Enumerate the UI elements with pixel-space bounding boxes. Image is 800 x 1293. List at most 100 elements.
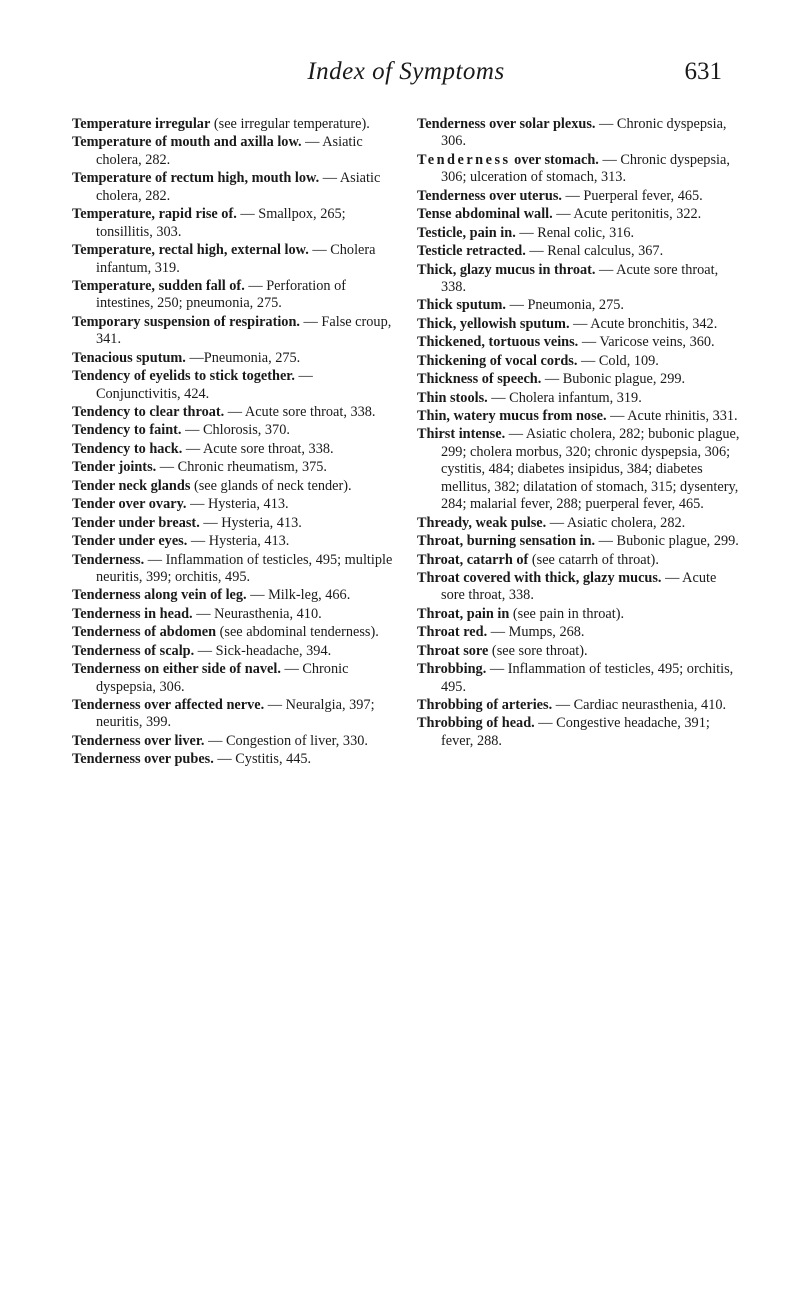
index-desc: (see glands of neck tender). bbox=[190, 478, 351, 494]
index-term: Tenderness of scalp. bbox=[72, 643, 194, 659]
index-term: Tenderness over affected nerve. bbox=[72, 697, 264, 713]
index-entry: Temperature of rectum high, mouth low. —… bbox=[72, 170, 395, 205]
index-term: Thin, watery mucus from nose. bbox=[417, 408, 607, 424]
index-term: Tender under breast. bbox=[72, 515, 200, 531]
index-desc: — Renal colic, 316. bbox=[516, 225, 634, 241]
index-entry: Throbbing of head. — Congestive headache… bbox=[417, 715, 740, 750]
page-number: 631 bbox=[685, 58, 723, 86]
index-term: Tender under eyes. bbox=[72, 533, 187, 549]
index-entry: Tenderness of abdomen (see abdominal ten… bbox=[72, 624, 395, 641]
index-term: Tenderness along vein of leg. bbox=[72, 587, 247, 603]
index-entry: Throbbing of arteries. — Cardiac neurast… bbox=[417, 697, 740, 714]
index-entry: Tense abdominal wall. — Acute peritoniti… bbox=[417, 206, 740, 223]
index-desc: — Puerperal fever, 465. bbox=[562, 188, 703, 204]
index-entry: Tenderness on either side of navel. — Ch… bbox=[72, 661, 395, 696]
index-term: Temperature, rectal high, external low. bbox=[72, 242, 309, 258]
index-term: Thick sputum. bbox=[417, 297, 506, 313]
index-entry: Tenacious sputum. —Pneumonia, 275. bbox=[72, 350, 395, 367]
index-entry: Throat covered with thick, glazy mucus. … bbox=[417, 570, 740, 605]
index-columns: Temperature irregular (see irregular tem… bbox=[72, 116, 740, 769]
index-desc: — Congestion of liver, 330. bbox=[205, 733, 368, 749]
index-desc: — Acute bronchitis, 342. bbox=[570, 316, 718, 332]
index-entry: Tenderness over liver. — Congestion of l… bbox=[72, 733, 395, 750]
index-desc: — Bubonic plague, 299. bbox=[595, 533, 739, 549]
index-desc: — Hysteria, 413. bbox=[200, 515, 302, 531]
index-entry: Temporary suspension of respiration. — F… bbox=[72, 314, 395, 349]
index-entry: Throat sore (see sore throat). bbox=[417, 643, 740, 660]
index-entry: Temperature of mouth and axilla low. — A… bbox=[72, 134, 395, 169]
index-term: Temperature, sudden fall of. bbox=[72, 278, 245, 294]
index-entry: Throat, pain in (see pain in throat). bbox=[417, 606, 740, 623]
index-desc: — Neurasthenia, 410. bbox=[193, 606, 322, 622]
index-entry: Tenderness over stomach. — Chronic dyspe… bbox=[417, 152, 740, 187]
index-entry: Tenderness. — Inflammation of testicles,… bbox=[72, 552, 395, 587]
index-term: Tender neck glands bbox=[72, 478, 190, 494]
index-desc: — Varicose veins, 360. bbox=[578, 334, 714, 350]
index-term: Throbbing of arteries. bbox=[417, 697, 552, 713]
index-desc: — Milk-leg, 466. bbox=[247, 587, 351, 603]
index-term: Testicle retracted. bbox=[417, 243, 526, 259]
index-desc: — Mumps, 268. bbox=[487, 624, 584, 640]
index-entry: Tendency to faint. — Chlorosis, 370. bbox=[72, 422, 395, 439]
index-desc: (see sore throat). bbox=[488, 643, 587, 659]
index-term: Throat, catarrh of bbox=[417, 552, 528, 568]
index-desc: — Pneumonia, 275. bbox=[506, 297, 624, 313]
index-term: Tenderness over liver. bbox=[72, 733, 205, 749]
index-entry: Thickened, tortuous veins. — Varicose ve… bbox=[417, 334, 740, 351]
index-entry: Thickening of vocal cords. — Cold, 109. bbox=[417, 353, 740, 370]
index-entry: Thick, glazy mucus in throat. — Acute so… bbox=[417, 262, 740, 297]
index-desc: — Cystitis, 445. bbox=[214, 751, 311, 767]
index-term: Tenderness on either side of navel. bbox=[72, 661, 281, 677]
index-term: Thick, glazy mucus in throat. bbox=[417, 262, 595, 278]
index-entry: Tenderness of scalp. — Sick-headache, 39… bbox=[72, 643, 395, 660]
index-term: Throat sore bbox=[417, 643, 488, 659]
index-term: Thickness of speech. bbox=[417, 371, 541, 387]
index-term: Tendency to hack. bbox=[72, 441, 182, 457]
index-entry: Thin stools. — Cholera infantum, 319. bbox=[417, 390, 740, 407]
index-term: Throbbing. bbox=[417, 661, 486, 677]
index-entry: Thickness of speech. — Bubonic plague, 2… bbox=[417, 371, 740, 388]
index-term: Tenderness over stomach. bbox=[417, 152, 599, 168]
index-term: Tenderness over uterus. bbox=[417, 188, 562, 204]
index-term: Tenderness. bbox=[72, 552, 144, 568]
index-entry: Testicle retracted. — Renal calculus, 36… bbox=[417, 243, 740, 260]
index-term: Thickened, tortuous veins. bbox=[417, 334, 578, 350]
index-entry: Tender neck glands (see glands of neck t… bbox=[72, 478, 395, 495]
index-entry: Temperature irregular (see irregular tem… bbox=[72, 116, 395, 133]
index-term: Tendency of eyelids to stick together. bbox=[72, 368, 295, 384]
index-desc: — Acute sore throat, 338. bbox=[224, 404, 375, 420]
index-desc: — Acute rhinitis, 331. bbox=[607, 408, 738, 424]
index-term: Testicle, pain in. bbox=[417, 225, 516, 241]
index-desc: (see abdominal tenderness). bbox=[216, 624, 379, 640]
index-term: Temperature irregular bbox=[72, 116, 210, 132]
index-term: Tendency to faint. bbox=[72, 422, 182, 438]
index-term: Tender over ovary. bbox=[72, 496, 187, 512]
index-desc: (see pain in throat). bbox=[509, 606, 624, 622]
index-desc: — Chlorosis, 370. bbox=[182, 422, 290, 438]
index-desc: — Hysteria, 413. bbox=[187, 496, 289, 512]
index-desc: — Asiatic cholera, 282. bbox=[546, 515, 685, 531]
index-entry: Throat red. — Mumps, 268. bbox=[417, 624, 740, 641]
index-term: Throat, burning sensation in. bbox=[417, 533, 595, 549]
index-desc: — Acute sore throat, 338. bbox=[182, 441, 333, 457]
index-term: Throat covered with thick, glazy mucus. bbox=[417, 570, 662, 586]
page-title: Index of Symptoms bbox=[307, 58, 504, 86]
index-entry: Tenderness over uterus. — Puerperal feve… bbox=[417, 188, 740, 205]
index-desc: — Cold, 109. bbox=[577, 353, 658, 369]
index-entry: Tenderness over affected nerve. — Neural… bbox=[72, 697, 395, 732]
index-entry: Testicle, pain in. — Renal colic, 316. bbox=[417, 225, 740, 242]
index-term: Thirst intense. bbox=[417, 426, 505, 442]
index-entry: Tenderness over pubes. — Cystitis, 445. bbox=[72, 751, 395, 768]
index-desc: — Renal calculus, 367. bbox=[526, 243, 663, 259]
index-term: Tenderness of abdomen bbox=[72, 624, 216, 640]
index-entry: Tenderness in head. — Neurasthenia, 410. bbox=[72, 606, 395, 623]
index-entry: Throbbing. — Inflammation of testicles, … bbox=[417, 661, 740, 696]
index-desc: — Sick-headache, 394. bbox=[194, 643, 331, 659]
index-term: Temperature of mouth and axilla low. bbox=[72, 134, 302, 150]
index-entry: Thin, watery mucus from nose. — Acute rh… bbox=[417, 408, 740, 425]
index-entry: Thick sputum. — Pneumonia, 275. bbox=[417, 297, 740, 314]
index-desc: — Chronic rheumatism, 375. bbox=[156, 459, 327, 475]
index-entry: Thready, weak pulse. — Asiatic cholera, … bbox=[417, 515, 740, 532]
index-entry: Tenderness over solar plexus. — Chronic … bbox=[417, 116, 740, 151]
index-desc: —Pneumonia, 275. bbox=[186, 350, 300, 366]
